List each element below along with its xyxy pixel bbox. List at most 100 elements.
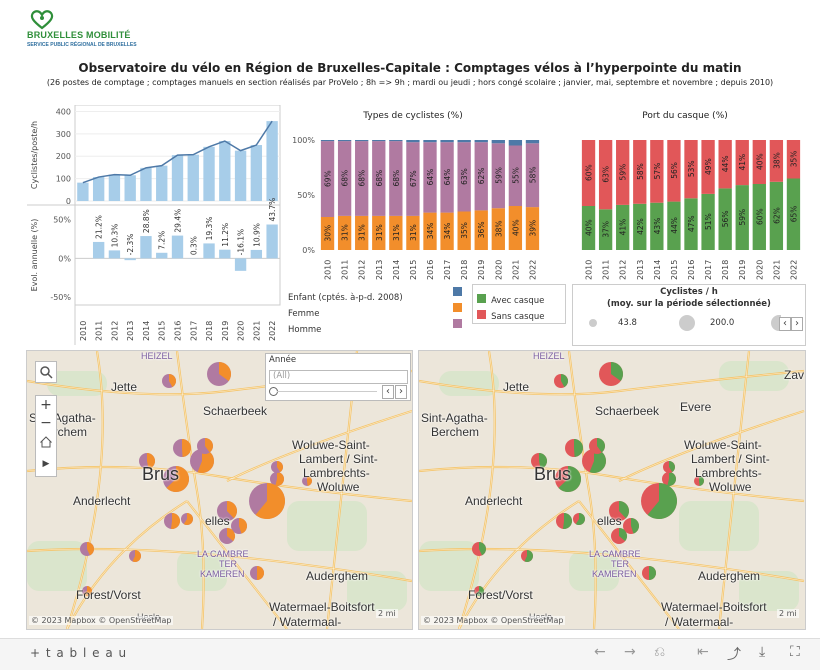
pie-slice <box>257 566 264 580</box>
map-label-auderghem: Auderghem <box>306 569 368 583</box>
data-label: 31% <box>392 224 401 241</box>
map-label-watermael-1: Watermael-Boitsfort <box>661 600 767 614</box>
map-label-forest: Forest/Vorst <box>468 588 533 602</box>
data-label: 40% <box>585 219 594 236</box>
x-tick-label: 2021 <box>511 260 520 280</box>
map-attribution[interactable]: © 2023 Mapbox © OpenStreetMap <box>29 616 173 625</box>
map-attribution[interactable]: © 2023 Mapbox © OpenStreetMap <box>421 616 565 625</box>
data-label: 55% <box>511 167 520 184</box>
data-label: 63% <box>602 166 611 183</box>
map-label-evere: Evere <box>680 400 711 414</box>
x-tick-label: 2017 <box>189 321 198 341</box>
x-tick-label: 2015 <box>670 260 679 280</box>
year-filter-slider[interactable] <box>269 386 379 396</box>
map-label-auderghem: Auderghem <box>698 569 760 583</box>
y-tick-label: 300 <box>56 130 71 139</box>
map-search-button[interactable] <box>35 361 57 383</box>
undo-button[interactable]: ← <box>594 644 606 660</box>
map-label-heizel: HEIZEL <box>533 351 565 361</box>
zoom-out-button[interactable]: − <box>36 414 56 432</box>
x-tick-label: 2017 <box>704 260 713 280</box>
data-label: 68% <box>375 170 384 187</box>
data-label: 38% <box>772 152 781 169</box>
map-label-heizel: HEIZEL <box>141 351 173 361</box>
revert-button[interactable]: ⎌ <box>654 644 665 660</box>
share-button[interactable]: ⤴ <box>727 644 741 664</box>
bar <box>156 166 167 201</box>
data-label: 62% <box>772 207 781 224</box>
legend-swatch <box>453 303 462 312</box>
bar <box>93 242 104 258</box>
x-tick-label: 2021 <box>772 260 781 280</box>
data-label: 59% <box>494 167 503 184</box>
map-label-berchem: Berchem <box>431 425 479 439</box>
logo-heart-icon <box>29 10 55 30</box>
data-label: 40% <box>755 153 764 170</box>
x-tick-label: 2012 <box>358 260 367 280</box>
data-label: 31% <box>341 224 350 241</box>
x-tick-label: 2013 <box>636 260 645 280</box>
zoom-in-button[interactable]: + <box>36 396 56 414</box>
map-label-forest: Forest/Vorst <box>76 588 141 602</box>
x-tick-label: 2012 <box>110 321 119 341</box>
data-label: 34% <box>426 223 435 240</box>
legend-item-sans-casque[interactable]: Sans casque <box>477 304 545 323</box>
y-tick-label: 200 <box>56 152 71 161</box>
legend-swatch <box>453 319 462 328</box>
tableau-toolbar: + t a b l e a u ← → ⎌ ⇤ ⤴ ⤓ ⛶ <box>0 638 820 670</box>
tableau-logo[interactable]: + t a b l e a u <box>30 646 127 660</box>
x-tick-label: 2014 <box>142 321 151 341</box>
size-legend-title: Cyclistes / h <box>573 287 805 297</box>
bar <box>251 250 262 258</box>
map-label-la-cambre: LA CAMBRE <box>589 549 641 559</box>
download-button[interactable]: ⤓ <box>759 644 765 660</box>
filter-next-button[interactable]: › <box>395 385 407 399</box>
fullscreen-button[interactable]: ⛶ <box>790 644 800 660</box>
filter-prev-button[interactable]: ‹ <box>382 385 394 399</box>
data-label: 31% <box>358 224 367 241</box>
map-label-schaerbeek: Schaerbeek <box>203 404 267 418</box>
y-tick-label: 0% <box>58 254 71 263</box>
types-legend: Enfant (cptés. à-p-d. 2008) Femme Homme <box>288 285 466 340</box>
y-tick-label: 100% <box>292 136 315 145</box>
map-casque[interactable]: Jette Schaerbeek Evere Zav Sint-Agatha- … <box>418 350 806 630</box>
map-label-zav: Zav <box>784 368 804 382</box>
bar-segment <box>509 140 522 146</box>
legend-item-homme[interactable]: Homme <box>288 317 466 336</box>
year-filter-title: Année <box>269 355 296 365</box>
bar-segment <box>492 140 505 143</box>
map-label-woluwe-2: Lambert / Sint- <box>299 452 378 466</box>
year-filter-value: (All) <box>273 371 290 381</box>
x-tick-label: 2012 <box>619 260 628 280</box>
bar-segment <box>475 140 488 142</box>
first-page-button[interactable]: ⇤ <box>697 644 709 660</box>
x-tick-label: 2017 <box>443 260 452 280</box>
park-area <box>439 371 499 396</box>
y-axis-label: Evol. annuelle (%) <box>30 219 39 292</box>
home-button[interactable] <box>36 432 56 454</box>
map-label-ter: TER <box>219 559 237 569</box>
redo-button[interactable]: → <box>624 644 636 660</box>
expand-toolbar-button[interactable]: ▶ <box>36 454 56 474</box>
page-subtitle: (26 postes de comptage ; comptages manue… <box>0 78 820 87</box>
bar-segment <box>457 140 470 142</box>
data-label: 34% <box>443 223 452 240</box>
map-label-woluwe-2: Lambert / Sint- <box>691 452 770 466</box>
x-tick-label: 2016 <box>426 260 435 280</box>
legend-next-button[interactable]: › <box>791 317 803 331</box>
y-axis-label: Cyclistes/poste/h <box>30 121 39 189</box>
data-label: 29.4% <box>174 209 183 233</box>
x-tick-label: 2022 <box>528 260 537 280</box>
legend-prev-button[interactable]: ‹ <box>779 317 791 331</box>
size-mid-circle <box>679 315 695 331</box>
x-tick-label: 2011 <box>341 260 350 280</box>
legend-label: Sans casque <box>491 312 544 322</box>
bar <box>93 177 104 201</box>
data-label: 53% <box>687 160 696 177</box>
legend-label: Homme <box>288 325 321 335</box>
data-label: 43.7% <box>268 198 277 222</box>
year-filter-dropdown[interactable]: (All) <box>269 370 408 384</box>
park-area <box>679 501 759 551</box>
map-zoom-controls: + − ▶ <box>35 395 57 477</box>
